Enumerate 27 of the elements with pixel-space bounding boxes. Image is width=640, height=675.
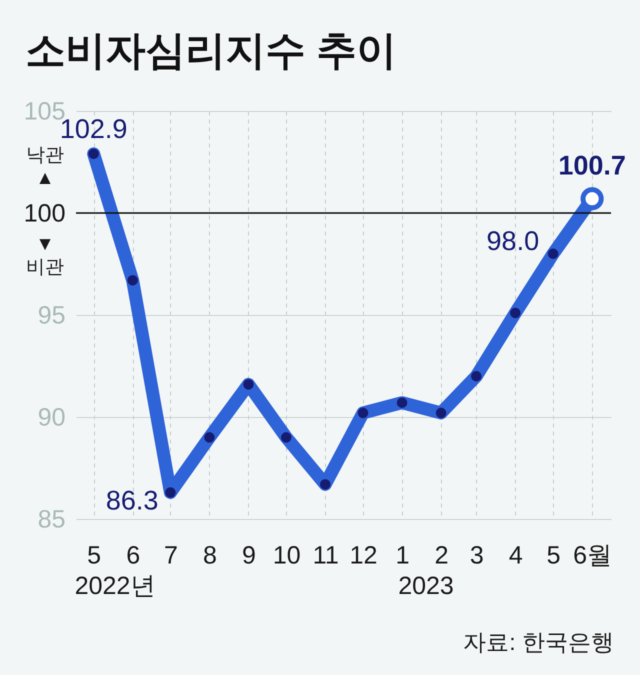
- data-label: 100.7: [558, 150, 626, 181]
- x-tick-label: 5: [87, 542, 102, 570]
- y-tick-label: 90: [38, 404, 66, 432]
- data-label: 86.3: [106, 485, 158, 516]
- x-tick-label: 6: [126, 542, 140, 570]
- x-tick-label: 1: [396, 542, 410, 570]
- text: ▼ 비관: [26, 234, 64, 278]
- text: 자료: 한국은행: [463, 629, 614, 655]
- y-tick-label: 95: [38, 302, 66, 330]
- x-tick-label: 2: [434, 542, 449, 570]
- text: 낙관 ▲: [26, 145, 64, 189]
- text: 2023: [398, 572, 454, 600]
- y-tick-label: 85: [38, 506, 66, 534]
- x-tick-label: 9: [242, 542, 256, 570]
- data-label: 98.0: [486, 226, 540, 256]
- chart-title: 소비자심리지수 추이: [25, 29, 396, 73]
- y-tick-label: 100: [24, 200, 66, 228]
- x-tick-label: 6월: [573, 542, 612, 570]
- text: 2022년: [74, 572, 156, 600]
- x-tick-label: 4: [508, 542, 523, 570]
- x-tick-label: 10: [272, 542, 301, 570]
- x-tick-label: 7: [164, 542, 178, 570]
- x-tick-label: 5: [546, 542, 561, 570]
- x-tick-label: 11: [312, 542, 339, 570]
- x-tick-label: 3: [470, 542, 484, 570]
- x-tick-label: 8: [202, 542, 217, 570]
- x-tick-label: 12: [350, 542, 378, 570]
